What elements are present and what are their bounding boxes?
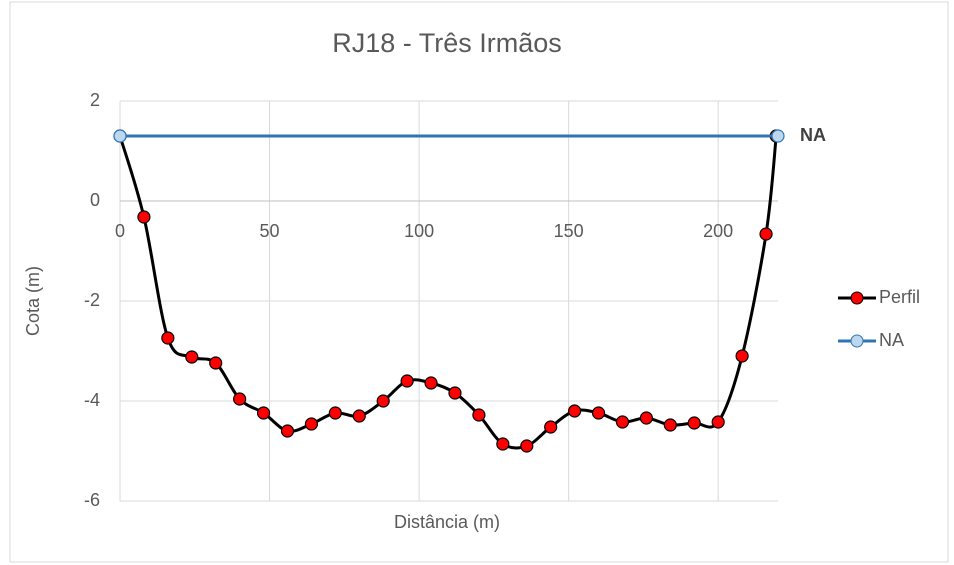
data-point	[520, 439, 534, 453]
y-axis-title: Cota (m)	[23, 266, 43, 336]
legend-marker	[850, 291, 864, 305]
data-point	[256, 406, 271, 420]
data-point	[424, 376, 438, 390]
y-tick-label: -6	[84, 490, 100, 510]
x-tick-label: 0	[115, 221, 125, 241]
chart-title: RJ18 - Três Irmãos	[332, 28, 562, 58]
y-tick-label: 0	[90, 190, 100, 210]
data-point	[544, 420, 558, 434]
data-point	[304, 417, 319, 431]
legend-label: Perfil	[879, 287, 920, 307]
data-point	[568, 404, 582, 418]
legend-marker	[850, 334, 864, 348]
x-tick-label: 200	[703, 221, 733, 241]
data-point	[639, 411, 654, 425]
data-point	[448, 386, 462, 400]
data-point	[759, 227, 773, 241]
data-point	[185, 350, 199, 364]
data-point	[113, 129, 127, 143]
y-tick-label: -4	[84, 390, 100, 410]
data-point	[771, 129, 785, 143]
x-axis-title: Distância (m)	[394, 512, 500, 532]
x-tick-label: 150	[554, 221, 584, 241]
x-tick-label: 50	[260, 221, 280, 241]
data-point	[496, 437, 510, 451]
data-point	[233, 392, 247, 406]
data-point	[711, 415, 725, 429]
y-tick-label: -2	[84, 290, 100, 310]
data-point	[209, 356, 223, 370]
chart-border	[9, 1, 949, 563]
data-point	[687, 416, 701, 430]
data-point	[663, 418, 677, 432]
data-point	[137, 210, 151, 224]
data-point	[591, 406, 606, 420]
data-point	[161, 331, 175, 345]
data-point	[735, 349, 749, 363]
data-point	[352, 409, 366, 423]
annotation: NA	[800, 125, 826, 145]
data-point	[400, 374, 414, 388]
data-point	[615, 415, 630, 429]
data-point	[376, 394, 390, 408]
data-point	[472, 408, 486, 422]
data-point	[280, 424, 295, 438]
x-tick-label: 100	[404, 221, 434, 241]
legend-label: NA	[879, 330, 904, 350]
data-point	[328, 406, 342, 420]
y-tick-label: 2	[90, 90, 100, 110]
